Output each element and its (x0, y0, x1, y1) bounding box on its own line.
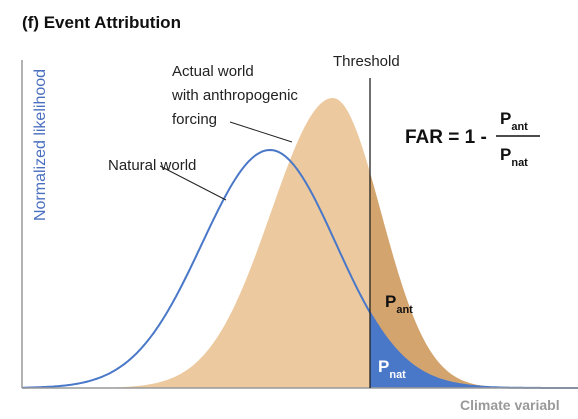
formula-lhs: FAR = 1 - (405, 127, 487, 148)
symbol: P (385, 292, 396, 311)
y-axis-label: Normalized likelihood (32, 69, 49, 221)
label-line: Actual world (172, 63, 254, 80)
label-line: forcing (172, 111, 217, 128)
label-line: with anthropogenic (171, 87, 298, 104)
p-ant-label: Pant (385, 292, 413, 316)
natural-world-label: Natural world (108, 157, 196, 174)
actual-area (22, 98, 370, 388)
subscript: ant (511, 121, 528, 133)
threshold-label: Threshold (333, 53, 400, 70)
leader-line (229, 121, 293, 143)
x-axis-label: Climate variabl (460, 397, 560, 413)
symbol: P (500, 145, 511, 164)
p-nat-label: Pnat (378, 357, 406, 381)
p-nat-area (370, 312, 578, 388)
curves (22, 98, 578, 389)
natural-curve (22, 148, 578, 389)
subscript: nat (511, 157, 528, 169)
symbol: P (500, 109, 511, 128)
title: (f) Event Attribution (22, 13, 181, 32)
subscript: ant (396, 304, 413, 316)
formula-numerator: Pant (500, 109, 528, 133)
formula-denominator: Pnat (500, 145, 528, 169)
subscript: nat (389, 369, 406, 381)
symbol: P (378, 357, 389, 376)
leader-line (159, 165, 227, 201)
